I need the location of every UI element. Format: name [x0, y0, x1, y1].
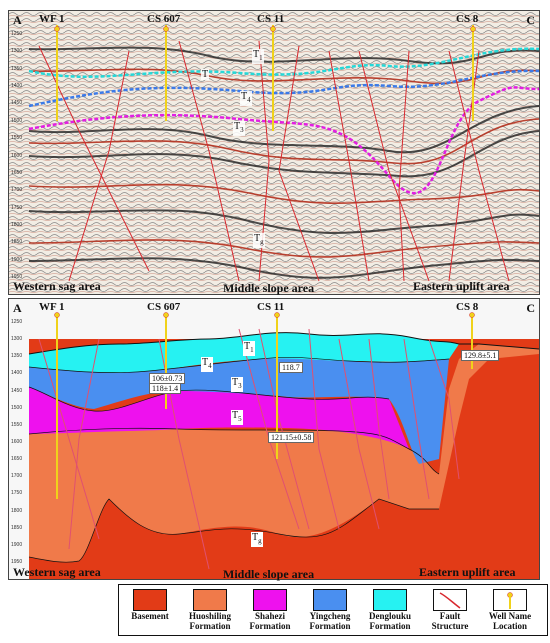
- depth-tick: 1700: [11, 473, 23, 480]
- depth-tick: 1750: [11, 204, 23, 211]
- section-start-label: A: [13, 13, 22, 27]
- depth-tick: 1400: [11, 83, 23, 90]
- area-label-west: Western sag area: [13, 565, 101, 579]
- depth-tick: 1700: [11, 187, 23, 194]
- legend-item-basement: Basement: [121, 589, 179, 621]
- seismic-section-panel: A C WF 1 CS 607 CS 11 CS 8 T1 T T4 T3 Tg…: [8, 10, 540, 295]
- age-value-cs8-a: 129.8±5.1: [461, 350, 500, 361]
- shahezi-unit: [29, 387, 409, 449]
- area-label-east: Eastern uplift area: [419, 565, 516, 579]
- yingcheng-unit: [29, 357, 449, 464]
- geo-horizon-t3: T3: [231, 377, 243, 392]
- geo-horizon-t1: T1: [243, 341, 255, 356]
- well-paths-seismic: [56, 25, 474, 131]
- depth-tick: 1300: [11, 336, 23, 343]
- depth-tick: 1800: [11, 221, 23, 228]
- shahezi-swatch: [253, 589, 287, 611]
- well-label-cs8: CS 8: [456, 13, 479, 25]
- depth-tick: 1900: [11, 256, 23, 263]
- depth-tick: 1650: [11, 169, 23, 176]
- depth-tick: 1250: [11, 319, 23, 325]
- geo-well-label-cs607: CS 607: [147, 301, 181, 313]
- well-label-wf1: WF 1: [39, 13, 65, 25]
- well-label-cs11: CS 11: [257, 13, 285, 25]
- depth-tick: 1950: [11, 559, 23, 565]
- basement-swatch: [133, 589, 167, 611]
- seismic-image: [9, 11, 539, 294]
- depth-tick: 1350: [11, 65, 23, 72]
- age-value-cs11-b: 121.15±0.58: [268, 432, 315, 443]
- area-label-east-seismic: Eastern uplift area: [413, 279, 510, 293]
- huoshiling-unit: [29, 344, 539, 563]
- shahezi-horizon: [28, 86, 539, 195]
- geo-well-label-wf1: WF 1: [39, 301, 65, 313]
- seismic-horizon-t1: T1: [252, 49, 264, 64]
- geo-horizon-tg: Tg: [251, 532, 263, 547]
- depth-tick: 1550: [11, 135, 23, 142]
- depth-tick: 1650: [11, 456, 23, 463]
- depth-tick: 1750: [11, 490, 23, 497]
- geological-section-panel: A C WF 1 CS 607 CS 11 CS 8 T1 T4 T3 T5 T…: [8, 298, 540, 581]
- legend-item-shahezi: Shahezi Formation: [241, 589, 299, 631]
- geo-horizon-t5: T5: [231, 410, 243, 425]
- geo-well-label-cs11: CS 11: [257, 301, 285, 313]
- depth-tick: 1950: [11, 274, 23, 280]
- depth-tick: 1500: [11, 117, 23, 124]
- depth-tick: 1850: [11, 239, 23, 246]
- legend-item-well: Well Name Location: [481, 589, 539, 631]
- seismic-horizon-t: T: [201, 69, 210, 80]
- well-label-cs607: CS 607: [147, 13, 181, 25]
- seismic-horizon-tg: Tg: [253, 233, 265, 248]
- denglouku-horizon: [28, 47, 539, 78]
- depth-tick: 1450: [11, 100, 23, 107]
- fault-swatch: [433, 589, 467, 611]
- depth-tick: 1550: [11, 421, 23, 428]
- area-label-middle: Middle slope area: [223, 567, 315, 581]
- geo-section-end-label: C: [526, 301, 535, 315]
- depth-tick: 1450: [11, 387, 23, 394]
- seismic-horizon-t3: T3: [233, 121, 245, 136]
- depth-tick: 1600: [11, 152, 23, 159]
- area-label-middle-seismic: Middle slope area: [223, 281, 315, 295]
- well-marker-icon: [507, 592, 513, 609]
- depth-tick: 1300: [11, 48, 23, 55]
- legend: Basement Huoshiling Formation Shahezi Fo…: [118, 584, 548, 636]
- depth-tick: 1400: [11, 370, 23, 377]
- legend-item-yingcheng: Yingcheng Formation: [301, 589, 359, 631]
- seismic-horizon-t4: T4: [240, 91, 252, 106]
- well-swatch: [493, 589, 527, 611]
- depth-tick: 1850: [11, 524, 23, 531]
- legend-item-huoshiling: Huoshiling Formation: [181, 589, 239, 631]
- age-value-cs607-b: 118±1.4: [149, 383, 182, 394]
- yingcheng-horizon: [28, 69, 539, 108]
- section-end-label: C: [526, 13, 535, 27]
- geo-section-start-label: A: [13, 301, 22, 315]
- depth-tick: 1600: [11, 439, 23, 445]
- yingcheng-swatch: [313, 589, 347, 611]
- legend-item-fault: Fault Structure: [421, 589, 479, 631]
- depth-tick: 1250: [11, 31, 23, 37]
- geo-well-label-cs8: CS 8: [456, 301, 479, 313]
- fault-line-icon: [439, 592, 461, 609]
- huoshiling-swatch: [193, 589, 227, 611]
- geo-horizon-t4: T4: [201, 357, 213, 372]
- depth-tick: 1500: [11, 404, 23, 411]
- area-label-west-seismic: Western sag area: [13, 279, 101, 293]
- depth-tick: 1350: [11, 353, 23, 360]
- age-value-cs11-a: 118.7: [279, 362, 303, 373]
- depth-tick: 1800: [11, 507, 23, 514]
- denglouku-swatch: [373, 589, 407, 611]
- fault-lines: [38, 40, 510, 282]
- legend-item-denglouku: Denglouku Formation: [361, 589, 419, 631]
- depth-tick: 1900: [11, 541, 23, 548]
